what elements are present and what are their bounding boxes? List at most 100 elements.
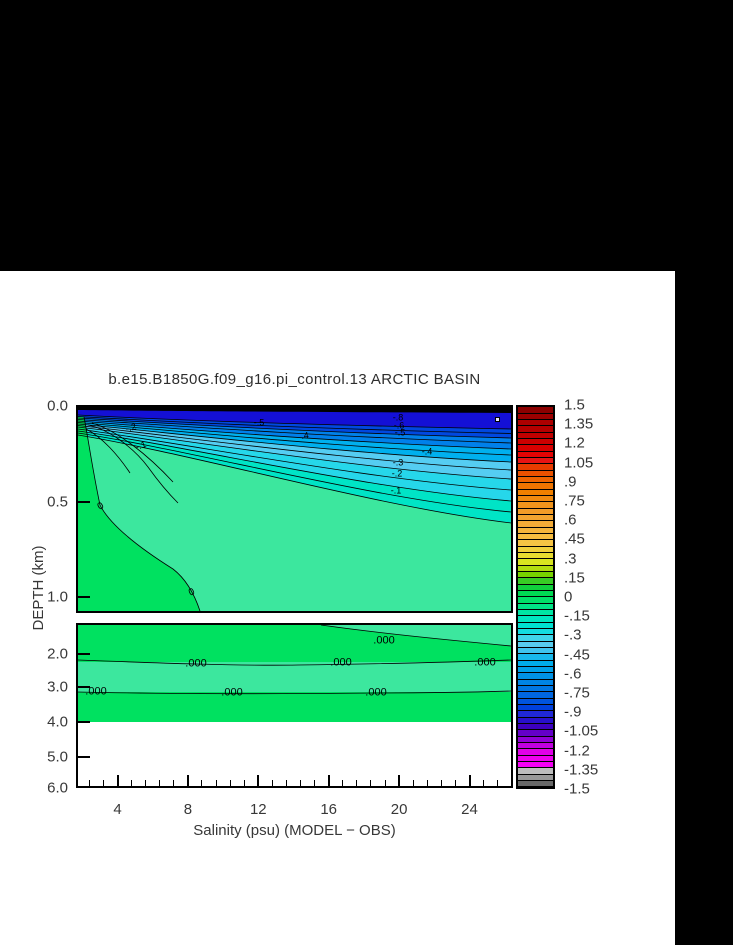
colorbar-interval-6 <box>518 521 553 540</box>
colorbar-stripe <box>518 445 553 451</box>
colorbar-interval-15 <box>518 692 553 711</box>
right-black-matte <box>675 0 733 945</box>
xtick-minor-mark <box>412 780 414 786</box>
plot-title: b.e15.B1850G.f09_g16.pi_control.13 ARCTI… <box>108 371 481 388</box>
colorbar-interval-0 <box>518 407 553 426</box>
xtick-minor-mark <box>271 780 273 786</box>
colorbar-stripe <box>518 602 553 609</box>
xtick-label-16: 16 <box>320 801 338 818</box>
colorbar-stripe <box>518 635 553 641</box>
xtick-minor-mark <box>314 780 316 786</box>
ytick-mark-3.0 <box>78 686 90 688</box>
colorbar-stripe <box>518 513 553 520</box>
colorbar-stripe <box>518 431 553 438</box>
colorbar-interval-5 <box>518 502 553 521</box>
colorbar-stripe <box>518 627 553 634</box>
xtick-mark-24 <box>468 775 471 786</box>
colorbar-stripe <box>518 621 553 628</box>
colorbar-stripe <box>518 507 553 514</box>
fill-band-navy <box>78 407 511 429</box>
contour-lines-lower <box>78 625 511 695</box>
colorbar-stripe <box>518 418 553 425</box>
colorbar-stripe <box>518 564 553 571</box>
colorbar-stripe <box>518 640 553 647</box>
colorbar-stripe <box>518 583 553 590</box>
colorbar-stripe <box>518 616 553 622</box>
colorbar-stripe <box>518 526 553 533</box>
colorbar-stripe <box>518 483 553 489</box>
colorbar-stripe <box>518 469 553 476</box>
colorbar-stripe <box>518 749 553 755</box>
xtick-minor-mark <box>342 780 344 786</box>
colorbar-label--.75: -.75 <box>564 684 590 702</box>
colorbar-stripe <box>518 711 553 717</box>
colorbar-label--1.35: -1.35 <box>564 761 599 779</box>
contour-label-.000: .000 <box>185 657 207 670</box>
fill-band-green-positive <box>78 417 200 611</box>
colorbar-stripe <box>518 488 553 495</box>
lower-contour-field <box>78 625 511 786</box>
xtick-minor-mark <box>454 780 456 786</box>
colorbar-label-0: 0 <box>564 588 573 606</box>
colorbar-stripe <box>518 768 553 774</box>
contour-label-.000: .000 <box>474 656 496 669</box>
colorbar-stripe <box>518 735 553 742</box>
xtick-minor-mark <box>102 780 104 786</box>
colorbar-stripe <box>518 407 553 413</box>
xtick-mark-12 <box>257 775 260 786</box>
colorbar-interval-3 <box>518 464 553 483</box>
xtick-minor-mark <box>440 780 442 786</box>
xtick-minor-mark <box>131 780 133 786</box>
xtick-label-12: 12 <box>249 801 267 818</box>
colorbar-stripe <box>518 608 553 615</box>
contour-label--.2: -.2 <box>391 468 403 479</box>
colorbar-interval-18 <box>518 749 553 768</box>
xtick-minor-mark <box>229 780 231 786</box>
ytick-mark-0.5 <box>78 501 90 503</box>
contour-label-.000: .000 <box>330 656 352 669</box>
colorbar-stripe <box>518 730 553 736</box>
colorbar-stripe <box>518 464 553 470</box>
colorbar-interval-14 <box>518 673 553 692</box>
colorbar-stripe <box>518 754 553 761</box>
xtick-minor-mark <box>384 780 386 786</box>
colorbar-stripe <box>518 646 553 653</box>
colorbar-label-.15: .15 <box>564 569 585 587</box>
colorbar-label-.6: .6 <box>564 511 577 529</box>
xtick-mark-4 <box>116 775 119 786</box>
colorbar-interval-7 <box>518 540 553 559</box>
ytick-mark-5.0 <box>78 756 90 758</box>
colorbar-interval-11 <box>518 616 553 635</box>
colorbar-stripe <box>518 494 553 501</box>
contour-label-.000: .000 <box>373 634 395 647</box>
colorbar-label--.9: -.9 <box>564 703 582 721</box>
contour-label-.4: .4 <box>300 430 310 441</box>
ytick-label-0.5: 0.5 <box>47 493 68 511</box>
ytick-mark-1.0 <box>78 596 90 598</box>
lower-contour-panel: .000 .000 .000 .000 .000 .000 .000 <box>76 623 513 788</box>
ytick-mark-2.0 <box>78 653 90 655</box>
xtick-minor-mark <box>173 780 175 786</box>
contour-label-.000: .000 <box>221 686 243 699</box>
colorbar-interval-1 <box>518 426 553 445</box>
ytick-mark-4.0 <box>78 721 90 723</box>
contour-label--.8: -.8 <box>392 412 404 423</box>
colorbar-label--1.05: -1.05 <box>564 722 599 740</box>
colorbar-interval-9 <box>518 578 553 597</box>
colorbar-label--1.5: -1.5 <box>564 780 590 798</box>
ytick-label-1.0: 1.0 <box>47 588 68 606</box>
xtick-minor-mark <box>88 780 90 786</box>
fill-band-mint-1 <box>78 662 511 692</box>
fill-band-mint-wedge <box>321 625 511 646</box>
colorbar-label--.3: -.3 <box>564 626 582 644</box>
xtick-label-20: 20 <box>390 801 408 818</box>
colorbar-interval-19 <box>518 768 553 787</box>
colorbar-stripe <box>518 450 553 457</box>
colorbar-stripe <box>518 521 553 527</box>
fill-band-green-2 <box>78 692 511 722</box>
colorbar-stripe <box>518 475 553 482</box>
colorbar-stripe <box>518 760 553 767</box>
colorbar-stripe <box>518 545 553 552</box>
contour-lines-upper <box>78 414 511 611</box>
colorbar-label--.45: -.45 <box>564 646 590 664</box>
